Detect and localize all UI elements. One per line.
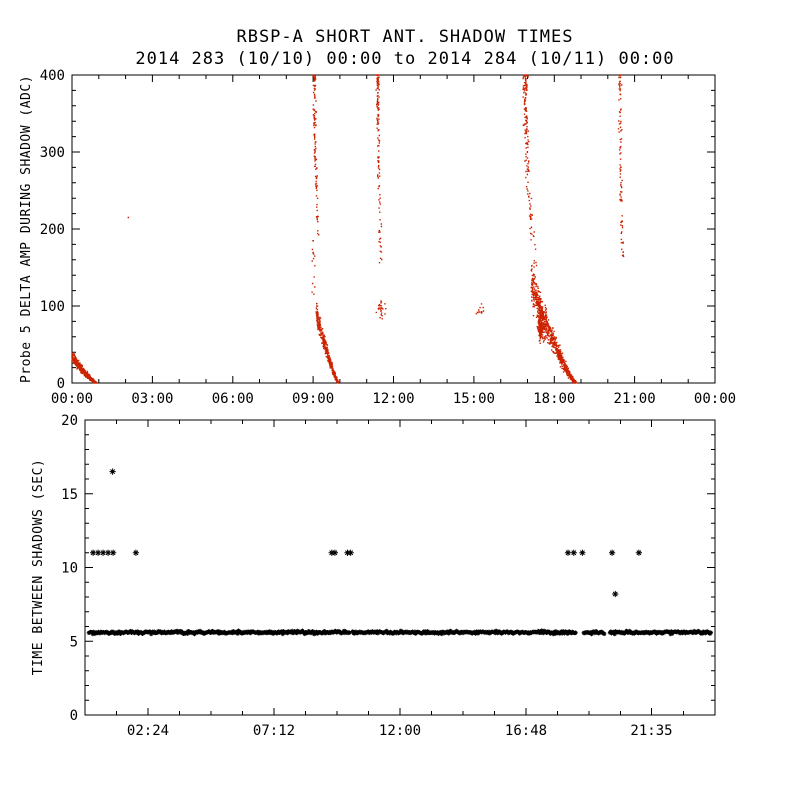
top-panel-axes: 00:00 03:00 06:00 09:00 12:00 15:00 18:00 21:00… <box>40 68 736 407</box>
x-tick-label: 12:00 <box>379 723 421 739</box>
x-tick-label: 18:00 <box>533 391 575 407</box>
chart-subtitle: 2014 283 (10/10) 00:00 to 2014 284 (10/1… <box>135 49 674 69</box>
x-tick-label: 12:00 <box>372 391 414 407</box>
x-tick-label: 15:00 <box>453 391 495 407</box>
x-tick-label: 16:48 <box>505 723 547 739</box>
x-tick-label: 21:35 <box>630 723 672 739</box>
bottom-panel-scatter <box>86 468 713 637</box>
x-tick-label: 07:12 <box>253 723 295 739</box>
x-tick-label: 03:00 <box>131 391 173 407</box>
y-tick-label: 15 <box>61 487 78 503</box>
y-tick-label: 300 <box>40 145 65 161</box>
bottom-y-axis-label: TIME BETWEEN SHADOWS (SEC) <box>31 459 46 676</box>
y-tick-label: 100 <box>40 299 65 315</box>
x-tick-label: 06:00 <box>212 391 254 407</box>
x-tick-label: 09:00 <box>292 391 334 407</box>
top-y-axis-label: Probe 5 DELTA AMP DURING SHADOW (ADC) <box>19 75 34 383</box>
y-tick-label: 0 <box>57 376 65 392</box>
x-tick-label: 21:00 <box>614 391 656 407</box>
y-tick-label: 200 <box>40 222 65 238</box>
bottom-panel-axes: 02:24 07:12 12:00 16:48 21:35 0 5 10 15 20 <box>61 413 716 739</box>
y-tick-label: 400 <box>40 68 65 84</box>
top-panel-scatter <box>71 74 625 384</box>
x-tick-label: 00:00 <box>694 391 736 407</box>
y-tick-label: 20 <box>61 413 78 429</box>
x-tick-label: 02:24 <box>127 723 169 739</box>
chart-title: RBSP-A SHORT ANT. SHADOW TIMES <box>236 27 573 47</box>
x-tick-label: 00:00 <box>51 391 93 407</box>
y-tick-label: 10 <box>61 561 78 577</box>
y-tick-label: 5 <box>70 634 78 650</box>
y-tick-label: 0 <box>70 708 78 724</box>
